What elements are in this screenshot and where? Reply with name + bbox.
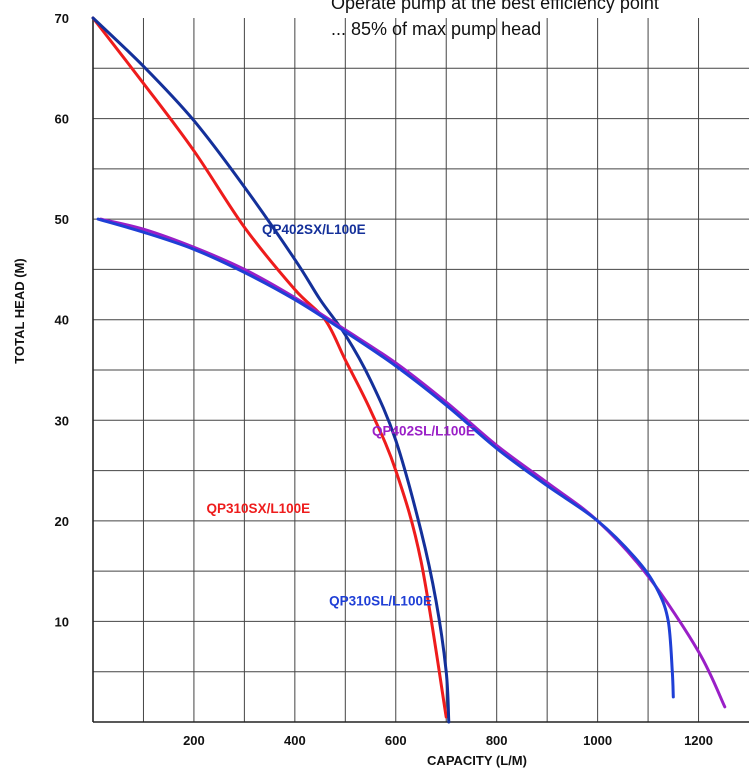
grid-lines	[93, 18, 749, 722]
tick-labels: 200 400 600 800 1000 1200 10 20 30 40 50 60 70	[55, 11, 713, 748]
y-tick-label: 20	[55, 514, 69, 529]
y-axis-label: TOTAL HEAD (M)	[12, 258, 27, 363]
x-tick-label: 200	[183, 733, 205, 748]
y-tick-label: 10	[55, 614, 69, 629]
series-labels: QP310SX/L100E QP402SX/L100E QP402SL/L100E Q…	[207, 222, 475, 608]
series-label-qp402sl-l100e: QP402SL/L100E	[372, 423, 475, 438]
series-lines	[91, 16, 727, 724]
efficiency-note-line2: ... 85% of max pump head	[331, 19, 542, 39]
y-tick-label: 40	[55, 313, 69, 328]
axes	[92, 18, 749, 723]
series-label-qp402sx-l100e: QP402SX/L100E	[262, 222, 366, 237]
series-line-qp402sx-l100e	[91, 16, 451, 724]
efficiency-note: Operate pump at the best efficiency poin…	[331, 0, 659, 42]
series-line-qp310sl-l100e	[96, 217, 675, 699]
x-tick-label: 1000	[583, 733, 612, 748]
x-tick-label: 600	[385, 733, 407, 748]
y-tick-label: 50	[55, 212, 69, 227]
y-tick-label: 70	[55, 11, 69, 26]
x-axis-label: CAPACITY (L/M)	[427, 753, 527, 768]
series-line-qp310sx-l100e	[91, 16, 448, 719]
y-tick-label: 60	[55, 112, 69, 127]
x-tick-label: 1200	[684, 733, 713, 748]
y-tick-label: 30	[55, 413, 69, 428]
x-tick-label: 800	[486, 733, 508, 748]
series-label-qp310sl-l100e: QP310SL/L100E	[329, 593, 432, 608]
x-tick-label: 400	[284, 733, 306, 748]
series-label-qp310sx-l100e: QP310SX/L100E	[207, 501, 311, 516]
efficiency-note-line1: Operate pump at the best efficiency poin…	[331, 0, 659, 13]
